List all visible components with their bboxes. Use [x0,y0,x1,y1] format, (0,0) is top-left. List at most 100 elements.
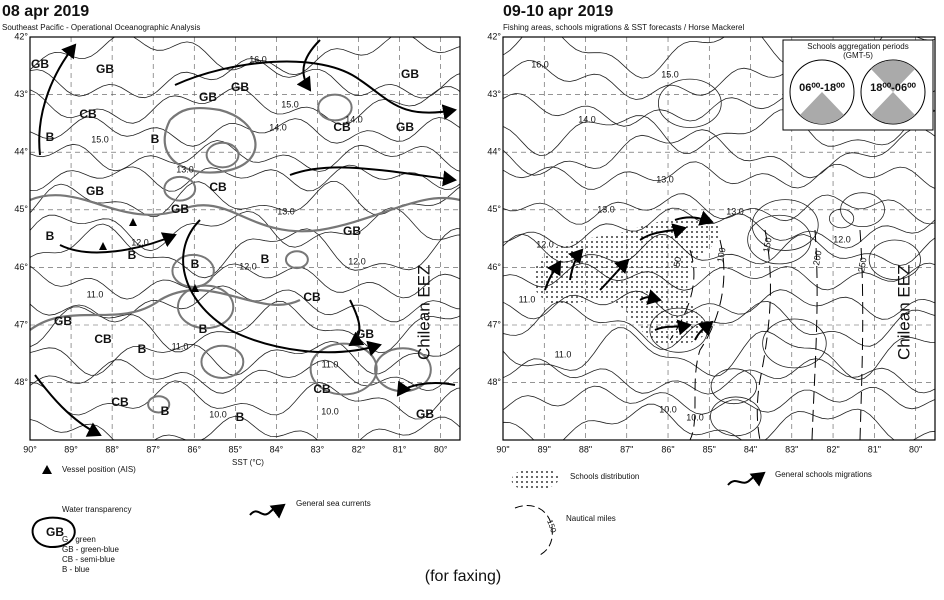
eddy [710,396,762,437]
legend-text: General schools migrations [775,470,872,479]
isobath-label: 200 [811,250,823,267]
lon-label: 80° [434,444,448,454]
water-label: B [46,130,55,144]
contour-label: 14.0 [269,122,287,132]
right-frame [502,36,936,441]
legend-text: CB - semi-blue [62,555,115,564]
lon-label: 82° [352,444,366,454]
vessel-icon [42,465,52,474]
legend-text: Water transparency [62,505,132,514]
vessel-position [99,242,107,250]
sea-current [296,39,321,92]
water-label: GB [96,62,114,76]
water-label: GB [31,57,49,71]
eddy [317,93,353,122]
isotherm [503,403,935,440]
lat-label: 45° [14,204,28,214]
contour-label: 11.0 [87,289,104,299]
lon-label: 85" [703,444,716,454]
sea-current [174,60,457,121]
eddy [171,253,215,288]
school-migration [544,260,562,291]
left-title: 08 apr 2019 [2,3,89,20]
lon-label: 87° [146,444,160,454]
eddy [829,208,855,229]
isobath-label: 250 [856,257,868,274]
lon-label: 89° [64,444,78,454]
isotherm [30,380,460,420]
lat-label: 48° [14,377,28,387]
water-label: GB [416,407,434,421]
sea-current [38,43,77,156]
water-label: GB [86,184,104,198]
contour-label: 13.0 [597,204,615,214]
water-label: CB [303,290,321,304]
sea-current [396,380,456,397]
water-label: B [46,229,55,243]
day-period: 06⁰⁰-18⁰⁰ [799,82,845,94]
transparency-boundary [30,194,460,233]
isotherm [503,358,935,395]
lat-label: 45° [487,204,501,214]
legend-text: Nautical miles [566,514,616,523]
contour-label: 12.0 [348,256,366,266]
lat-label: 42° [487,31,501,41]
water-label: B [191,257,200,271]
right-title: 09-10 apr 2019 [503,3,613,20]
lat-label: 46° [487,262,501,272]
water-label: GB [171,202,189,216]
school-migration [599,258,630,291]
isotherm [503,108,935,157]
isotherm [30,86,460,126]
contour-label: 12.0 [131,237,149,247]
lon-label: 88° [105,444,119,454]
legend-text: G - green [62,535,96,544]
school-migration [694,320,714,341]
school-migration [674,210,714,226]
legend-text: Schools distribution [570,472,639,481]
water-label: CB [333,120,351,134]
contour-label: 10.0 [659,404,677,414]
legend-text: General sea currents [296,499,371,508]
contour-label: 14.0 [345,114,363,124]
inset-subtitle: (GMT-5) [843,51,873,60]
isobath [689,239,725,440]
isotherm [30,140,460,172]
lon-label: 84" [744,444,757,454]
eddy [309,342,378,396]
sea-current [59,232,177,254]
contour-label: 11.0 [555,349,572,359]
eddy [751,199,819,251]
water-label: GB [231,80,249,94]
water-label: B [199,322,208,336]
lat-label: 46° [14,262,28,272]
contour-label: 13.0 [656,174,674,184]
water-label: CB [111,395,129,409]
legend-symbol: GB [46,525,64,539]
transparency-boundary [30,289,301,331]
lat-label: 43° [14,89,28,99]
lon-label: 86° [187,444,201,454]
isotherm [503,127,935,179]
isobath-label: 50 [672,256,684,268]
lat-label: 47° [487,319,501,329]
isotherm [30,164,460,192]
water-label: B [161,404,170,418]
lat-label: 44° [487,147,501,157]
water-label: B [151,132,160,146]
lon-label: 80" [909,444,922,454]
sea-current [34,374,102,437]
water-label: GB [343,224,361,238]
contour-label: 12.0 [833,234,851,244]
contour-label: 16.0 [531,59,549,69]
isobath-label: 150 [761,237,773,254]
isobath-icon [514,505,553,556]
isotherm [30,263,460,300]
eddy [205,141,240,169]
contour-label: 11.0 [322,359,339,369]
night-period: 18⁰⁰-06⁰⁰ [870,82,916,94]
lon-label: 85° [229,444,243,454]
water-label: B [138,342,147,356]
water-label: CB [94,332,112,346]
legend-text: B - blue [62,565,90,574]
